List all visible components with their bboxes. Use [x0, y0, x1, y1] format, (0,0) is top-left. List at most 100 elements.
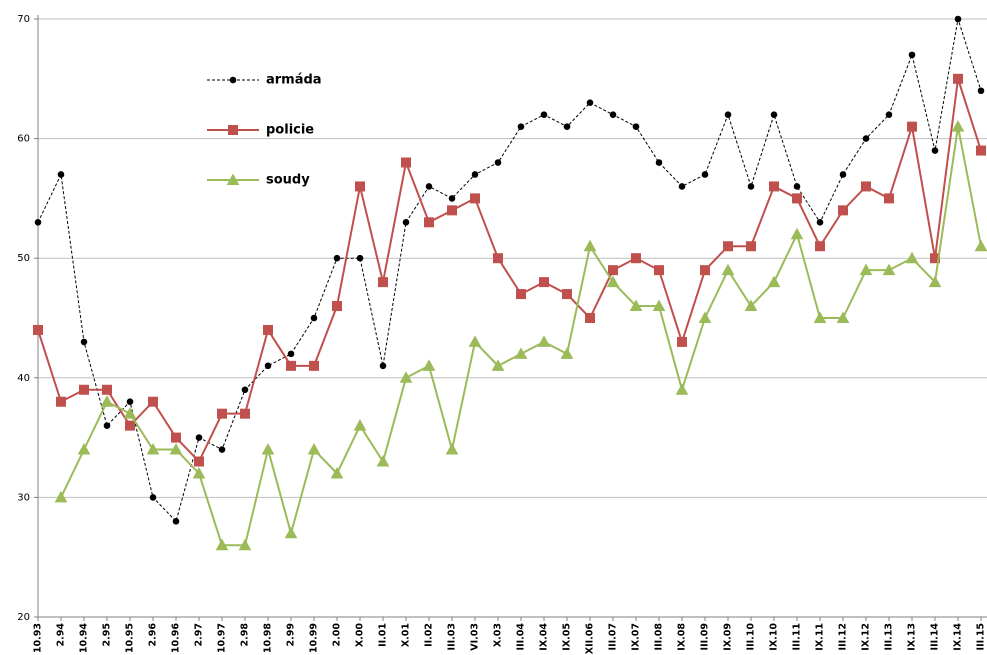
point [953, 73, 963, 84]
point [33, 324, 43, 335]
point [376, 454, 390, 467]
point [560, 347, 574, 359]
x-tick-label: IX.11 [815, 623, 826, 651]
point [747, 183, 755, 190]
x-tick-label: 2.98 [240, 623, 251, 647]
point [332, 301, 342, 312]
x-tick-label: 10.93 [33, 623, 44, 653]
point [816, 219, 824, 226]
point [402, 219, 410, 226]
point [217, 408, 227, 419]
legend-marker [226, 173, 240, 185]
y-tick-label: 70 [17, 14, 30, 25]
point [974, 239, 987, 252]
x-tick-label: VI.03 [470, 623, 481, 651]
point [609, 111, 617, 118]
point [425, 183, 433, 190]
x-tick-label: IX.07 [631, 623, 642, 651]
point [537, 335, 551, 347]
point [330, 466, 344, 479]
x-tick-label: IX.12 [861, 623, 872, 651]
x-tick-label: XII.06 [585, 623, 596, 655]
point [862, 135, 870, 142]
point [468, 335, 482, 347]
point [264, 362, 272, 370]
x-tick-label: 2.99 [286, 623, 297, 646]
point [353, 419, 367, 431]
point [146, 443, 160, 455]
legend-label: policie [266, 123, 314, 138]
point [655, 159, 663, 166]
point [701, 171, 709, 178]
point [562, 289, 572, 300]
x-tick-label: II.01 [378, 623, 389, 647]
point [976, 145, 986, 156]
point [792, 193, 802, 204]
point [608, 265, 618, 276]
point [238, 538, 252, 551]
point [539, 277, 549, 288]
point [470, 193, 480, 204]
legend-label: soudy [266, 173, 310, 188]
point [148, 396, 158, 407]
point [399, 371, 413, 383]
point [445, 443, 459, 455]
point [494, 159, 502, 166]
point [355, 181, 365, 192]
point [169, 443, 183, 455]
point [631, 253, 641, 264]
x-tick-label: 10.96 [171, 623, 182, 653]
point [102, 384, 112, 395]
point [746, 241, 756, 252]
point [241, 386, 249, 394]
x-tick-label: 10.97 [217, 623, 228, 653]
point [859, 263, 873, 276]
point [769, 181, 779, 192]
point [516, 289, 526, 300]
point [471, 171, 479, 178]
point [100, 395, 114, 407]
x-tick-label: IX.14 [953, 623, 964, 651]
y-tick-label: 30 [17, 492, 30, 503]
point [379, 362, 387, 370]
x-tick-label: 2.97 [194, 623, 205, 646]
point [79, 384, 89, 395]
point [767, 275, 781, 288]
point [700, 265, 710, 276]
x-tick-label: 2.00 [332, 623, 343, 647]
point [447, 205, 457, 216]
point [517, 123, 525, 130]
point [723, 241, 733, 252]
x-tick-label: IX.13 [907, 623, 918, 651]
x-tick-label: III.11 [792, 623, 803, 650]
point [931, 147, 939, 154]
point [194, 456, 204, 467]
x-tick-label: X.03 [493, 623, 504, 647]
point [80, 338, 88, 346]
point [493, 253, 503, 264]
y-tick-label: 40 [17, 373, 30, 384]
point [629, 299, 643, 312]
point [586, 99, 594, 107]
point [424, 217, 434, 228]
x-tick-label: 10.94 [79, 623, 90, 653]
point [261, 443, 275, 455]
x-tick-label: III.12 [838, 623, 849, 650]
point [422, 359, 436, 371]
point [514, 347, 528, 359]
point [675, 383, 689, 395]
point [885, 111, 893, 118]
x-tick-label: 10.95 [125, 623, 136, 653]
x-tick-label: X.00 [355, 623, 366, 648]
x-tick-label: X.01 [401, 623, 412, 647]
point [813, 311, 827, 323]
point [309, 360, 319, 371]
legend-marker [229, 76, 237, 84]
x-tick-label: III.07 [608, 623, 619, 650]
x-tick-label: II.02 [424, 623, 435, 647]
point [240, 408, 250, 419]
series-line [37, 78, 982, 464]
x-tick-label: IX.04 [539, 623, 550, 651]
x-tick-label: 2.96 [148, 623, 159, 647]
